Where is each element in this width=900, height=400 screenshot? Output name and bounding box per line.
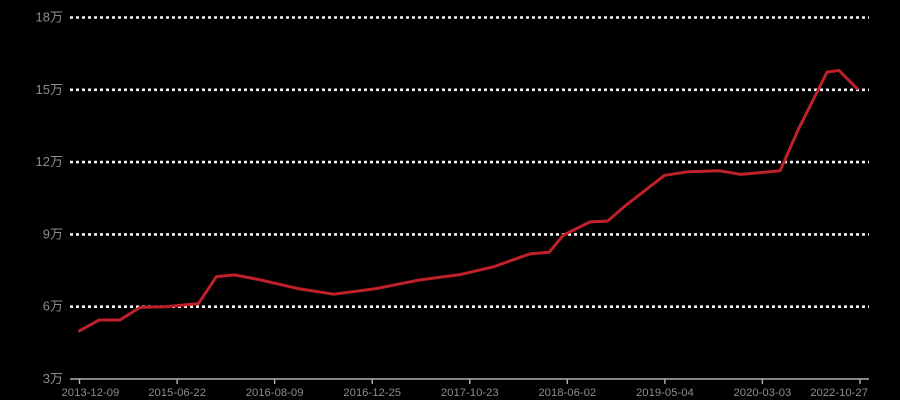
- svg-text:2019-05-04: 2019-05-04: [636, 387, 694, 399]
- svg-text:12万: 12万: [36, 154, 63, 169]
- svg-text:15万: 15万: [36, 82, 63, 97]
- svg-text:2013-12-09: 2013-12-09: [62, 387, 120, 399]
- svg-text:18万: 18万: [36, 10, 63, 25]
- svg-text:9万: 9万: [43, 226, 63, 241]
- svg-text:3万: 3万: [43, 371, 63, 386]
- svg-text:2015-06-22: 2015-06-22: [148, 387, 206, 399]
- svg-text:2016-12-25: 2016-12-25: [343, 387, 401, 399]
- svg-text:2022-10-27: 2022-10-27: [810, 387, 868, 399]
- svg-text:2018-06-02: 2018-06-02: [538, 387, 596, 399]
- svg-text:2020-03-03: 2020-03-03: [734, 387, 792, 399]
- svg-text:2017-10-23: 2017-10-23: [441, 387, 499, 399]
- svg-text:6万: 6万: [43, 299, 63, 314]
- svg-text:2016-08-09: 2016-08-09: [246, 387, 304, 399]
